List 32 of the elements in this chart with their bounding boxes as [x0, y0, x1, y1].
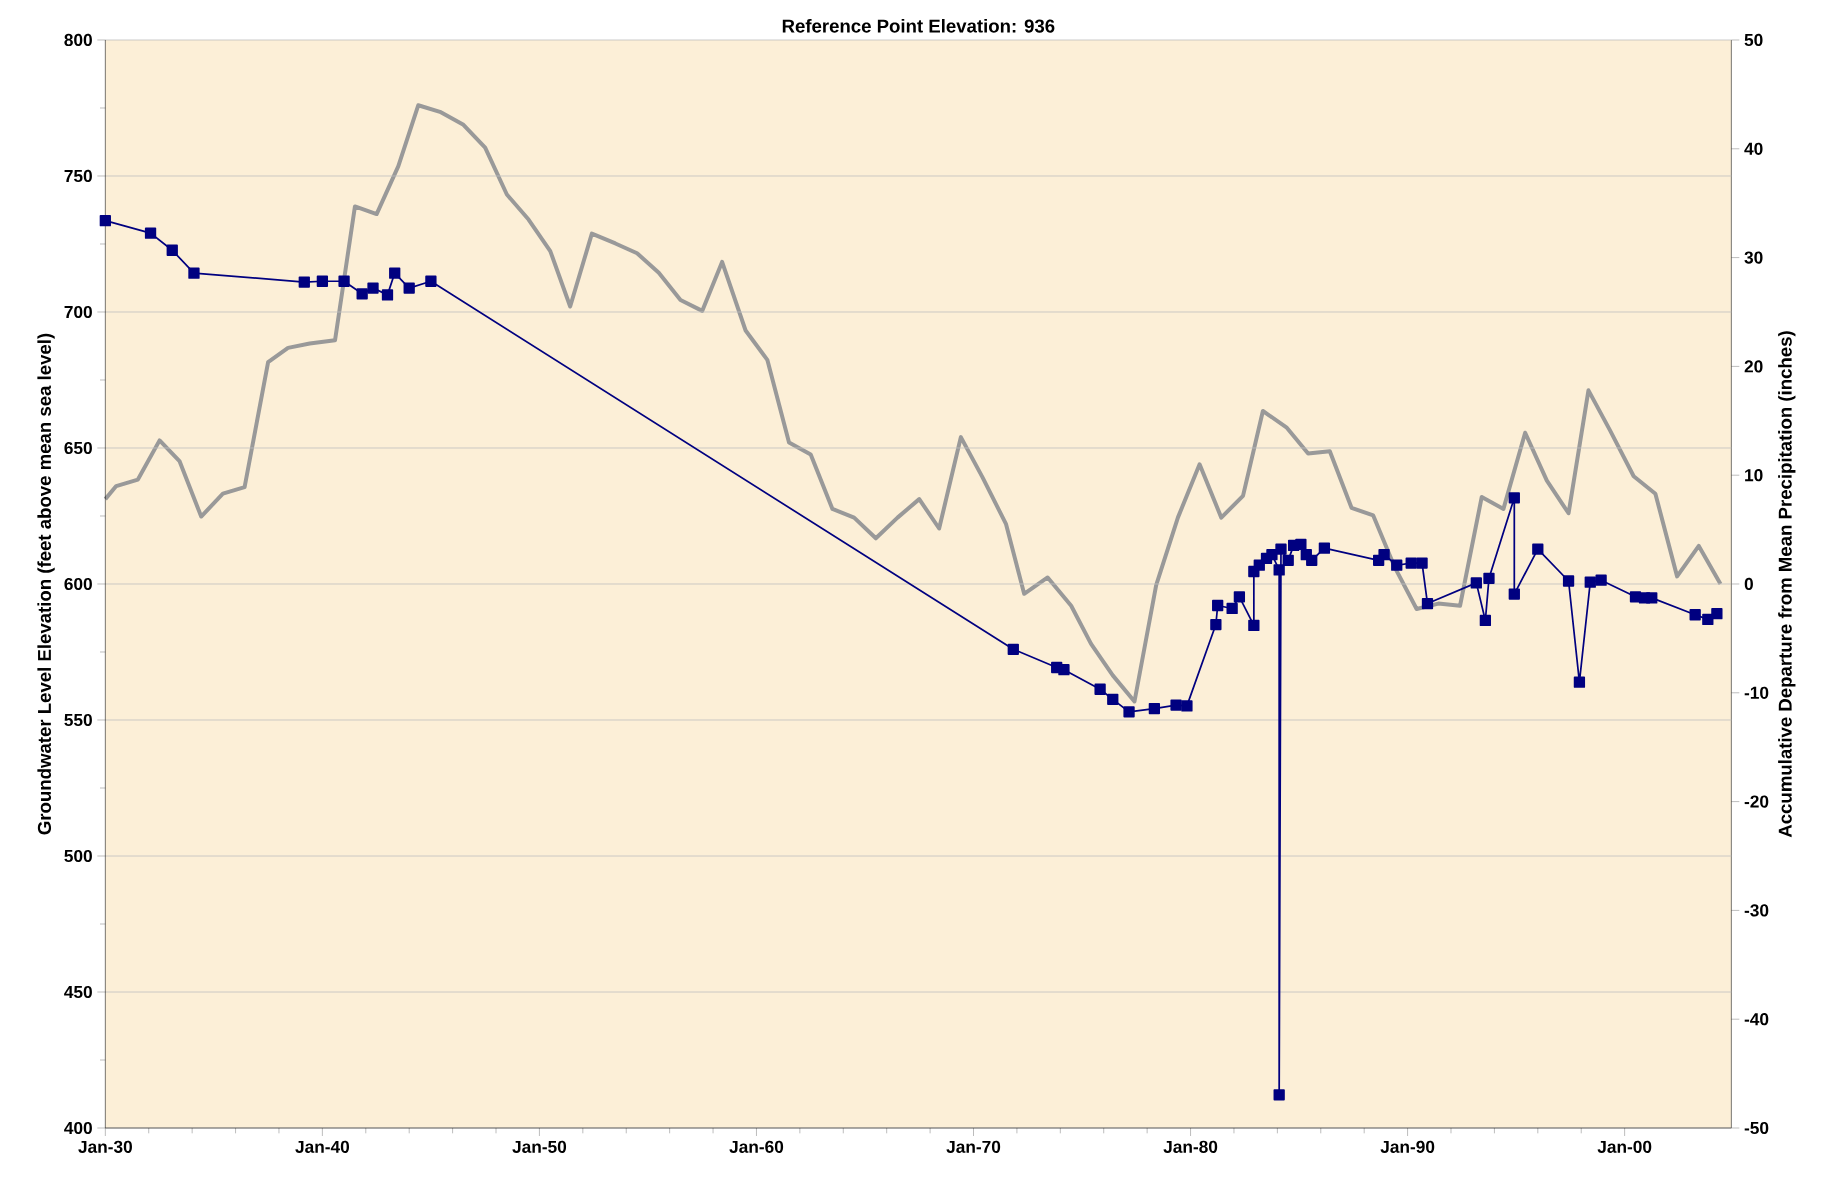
- y-tick-label: 650: [64, 441, 92, 455]
- y-tick-label: 700: [64, 305, 92, 319]
- y-tick-label: 550: [64, 713, 92, 727]
- y-tick-label: 400: [64, 1121, 92, 1135]
- x-tick-label: Jan-90: [1380, 1140, 1435, 1153]
- y2-axis-title: Accumulative Departure from Mean Precipitation (inches): [1778, 331, 1796, 838]
- line-series: [103, 103, 1723, 704]
- y-tick-label: 500: [64, 849, 92, 863]
- y-axis-title: Groundwater Level Elevation (feet above mean sea level): [37, 333, 55, 835]
- y-tick-label: 600: [64, 577, 92, 591]
- y2-tick-label: 30: [1744, 251, 1763, 264]
- x-tick-label: Jan-40: [295, 1140, 350, 1153]
- x-tick-label: Jan-30: [78, 1140, 132, 1153]
- y2-tick-label: 10: [1745, 469, 1763, 482]
- chart-title: Reference Point Elevation: 936: [782, 18, 1055, 33]
- y2-tick-label: -50: [1744, 1121, 1769, 1135]
- y2-tick-label: 40: [1744, 142, 1763, 155]
- y2-tick-label: 50: [1744, 33, 1763, 47]
- x-tick-label: Jan-70: [946, 1140, 1001, 1153]
- x-tick-label: Jan-50: [512, 1140, 567, 1153]
- x-tick-label: Jan-60: [729, 1140, 784, 1153]
- y2-tick-label: -30: [1744, 904, 1769, 917]
- y2-tick-label: -20: [1744, 795, 1769, 808]
- y-tick-label: 450: [64, 985, 92, 999]
- y2-tick-label: -10: [1744, 686, 1769, 699]
- y2-tick-label: 0: [1744, 577, 1753, 591]
- x-tick-label: Jan-00: [1597, 1140, 1652, 1153]
- x-tick-label: Jan-80: [1163, 1140, 1218, 1153]
- y-tick-label: 750: [64, 169, 92, 183]
- y2-tick-label: 20: [1744, 360, 1763, 373]
- y-tick-label: 800: [64, 33, 92, 47]
- y2-tick-label: -40: [1744, 1013, 1769, 1026]
